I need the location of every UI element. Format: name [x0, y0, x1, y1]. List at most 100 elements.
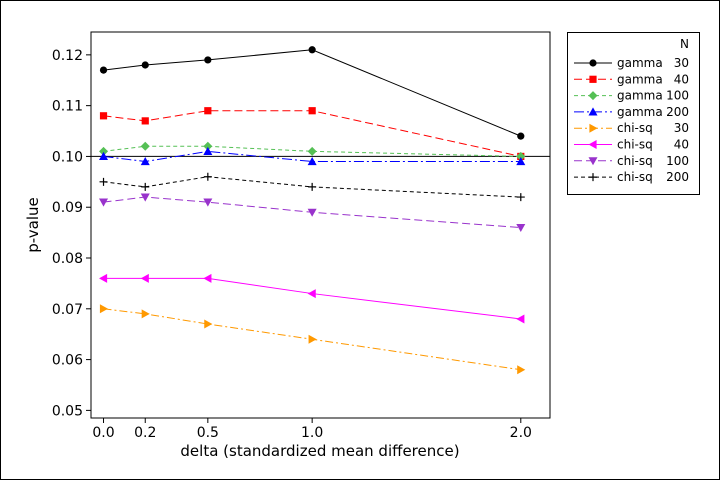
data-point — [140, 157, 150, 166]
series-chi-sq-200 — [99, 172, 525, 202]
legend-marker — [589, 59, 597, 67]
legend-series-name: gamma — [617, 89, 663, 103]
data-point — [308, 334, 317, 344]
y-tick-label: 0.10 — [52, 149, 83, 165]
data-point — [204, 107, 212, 115]
legend-series-name: gamma — [617, 56, 663, 70]
data-point — [141, 309, 150, 319]
data-point — [99, 112, 108, 120]
legend-header: N — [680, 37, 689, 51]
data-point — [307, 157, 317, 166]
data-point — [140, 273, 149, 283]
data-point — [140, 141, 150, 151]
legend-item: gamma 200 — [574, 105, 689, 119]
data-point — [516, 151, 526, 161]
y-tick-label: 0.05 — [52, 403, 83, 419]
axis-layer: 0.05 0.06 0.07 0.08 0.09 0.10 0.11 0.12 0.0 0.2 0.… — [52, 48, 532, 441]
data-point — [99, 198, 109, 207]
legend-item: gamma 40 — [574, 72, 689, 86]
legend-series-n: 30 — [674, 56, 689, 70]
legend-item: gamma 30 — [574, 56, 689, 70]
y-tick-label: 0.12 — [52, 48, 83, 64]
legend-marker — [589, 75, 597, 83]
y-tick-label: 0.07 — [52, 302, 83, 318]
series-chi-sq-100 — [99, 193, 526, 233]
legend-item: chi-sq 30 — [574, 121, 689, 135]
legend-series-n: 100 — [666, 154, 689, 168]
data-point — [307, 289, 316, 299]
legend-series-name: chi-sq — [617, 170, 653, 184]
data-point — [308, 46, 316, 54]
legend-series-n: 100 — [666, 89, 689, 103]
legend-series-name: chi-sq — [617, 154, 653, 168]
data-point — [203, 172, 212, 181]
data-point — [516, 314, 525, 324]
legend-series-n: 200 — [666, 105, 689, 119]
y-tick-label: 0.06 — [52, 353, 83, 369]
data-point — [517, 365, 526, 375]
legend-marker — [589, 173, 597, 182]
x-tick-label: 1.0 — [301, 425, 323, 441]
legend-item: chi-sq 40 — [574, 138, 689, 152]
y-tick-label: 0.09 — [52, 200, 83, 216]
legend-marker — [588, 91, 598, 101]
legend-marker — [588, 107, 598, 116]
data-point — [516, 193, 525, 202]
data-point — [203, 273, 212, 283]
legend-series-name: gamma — [617, 105, 663, 119]
y-axis-title: p-value — [24, 197, 42, 253]
data-point — [203, 198, 213, 207]
data-point — [308, 107, 316, 115]
data-point — [99, 177, 108, 186]
series-gamma-200 — [99, 146, 526, 166]
data-point — [203, 146, 213, 155]
data-point — [204, 56, 212, 64]
legend-series-name: gamma — [617, 72, 663, 86]
legend-series-n: 40 — [674, 72, 689, 86]
data-point — [99, 66, 108, 74]
data-point — [141, 61, 149, 69]
data-point — [517, 132, 525, 140]
series-chi-sq-30 — [99, 304, 526, 375]
series-line — [103, 145, 521, 157]
x-tick-label: 0.5 — [197, 425, 219, 441]
data-point — [99, 146, 109, 156]
legend-marker — [588, 140, 597, 149]
y-tick-label: 0.11 — [52, 99, 83, 115]
data-point — [99, 151, 109, 161]
data-point — [141, 117, 149, 125]
legend-series-name: chi-sq — [617, 121, 653, 135]
legend-marker — [588, 157, 598, 166]
legend-series-n: 30 — [674, 121, 689, 135]
legend-series-name: chi-sq — [617, 138, 653, 152]
data-point — [203, 141, 213, 151]
series-line — [103, 110, 521, 157]
data-point — [99, 304, 109, 314]
series-gamma-30 — [99, 46, 525, 140]
data-point — [204, 319, 213, 329]
series-layer — [99, 46, 526, 375]
legend-box — [567, 32, 700, 195]
legend-item: chi-sq 200 — [574, 170, 689, 184]
data-point — [140, 193, 150, 202]
x-tick-label: 0.2 — [134, 425, 156, 441]
data-point — [307, 146, 317, 156]
y-tick-label: 0.08 — [52, 251, 83, 267]
legend-series-n: 200 — [666, 170, 689, 184]
x-axis-title: delta (standardized mean difference) — [180, 442, 459, 460]
legend-series-n: 40 — [674, 138, 689, 152]
data-point — [307, 208, 317, 217]
data-point — [141, 182, 150, 191]
x-tick-label: 0.0 — [92, 425, 114, 441]
data-point — [516, 223, 526, 233]
series-line — [103, 150, 521, 163]
x-tick-label: 2.0 — [510, 425, 532, 441]
legend-item: gamma 100 — [574, 89, 689, 103]
legend-marker — [589, 123, 598, 133]
series-line — [103, 196, 521, 229]
series-chi-sq-40 — [99, 273, 525, 324]
